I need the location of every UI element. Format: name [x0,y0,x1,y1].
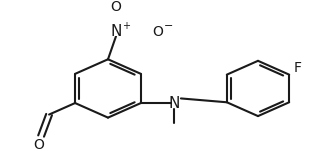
Text: N: N [110,24,122,39]
Text: +: + [122,21,130,31]
Text: F: F [293,61,301,76]
Text: O: O [111,0,122,14]
Text: O: O [153,25,163,39]
Text: O: O [34,138,44,152]
Text: −: − [164,21,174,31]
Text: N: N [168,95,180,111]
